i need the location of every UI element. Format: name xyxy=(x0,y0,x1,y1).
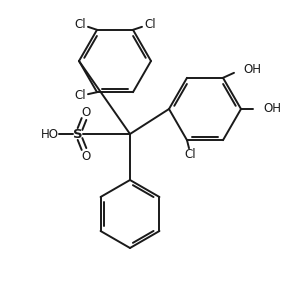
Text: OH: OH xyxy=(243,63,261,76)
Text: S: S xyxy=(73,127,83,140)
Text: Cl: Cl xyxy=(184,148,196,161)
Text: O: O xyxy=(81,149,91,162)
Text: Cl: Cl xyxy=(74,89,86,102)
Text: Cl: Cl xyxy=(144,18,156,31)
Text: Cl: Cl xyxy=(74,18,86,31)
Text: HO: HO xyxy=(41,127,59,140)
Text: OH: OH xyxy=(263,102,281,116)
Text: O: O xyxy=(81,105,91,118)
